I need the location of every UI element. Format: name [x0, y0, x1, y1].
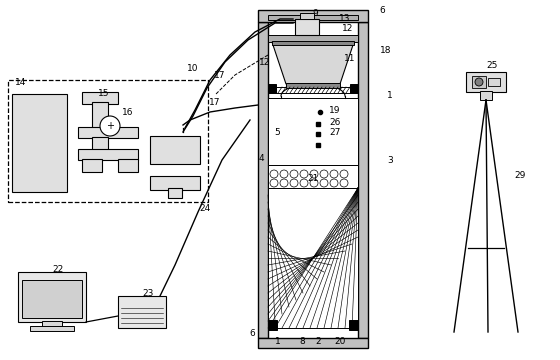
Bar [12, 94, 67, 192]
Text: 2: 2 [315, 337, 321, 346]
Text: 11: 11 [344, 54, 356, 63]
Text: 4: 4 [258, 153, 264, 162]
Text: 10: 10 [187, 63, 199, 72]
Text: 23: 23 [142, 289, 153, 298]
Text: 6: 6 [379, 5, 385, 14]
Circle shape [475, 78, 483, 86]
Circle shape [100, 116, 120, 136]
Bar [258, 338, 368, 348]
Bar [295, 19, 319, 35]
Bar [268, 35, 358, 42]
Bar [350, 84, 358, 93]
Bar [276, 87, 350, 93]
Bar [480, 91, 492, 100]
Bar [150, 136, 200, 164]
Bar [78, 149, 138, 160]
Bar [466, 72, 506, 92]
Polygon shape [272, 42, 354, 84]
Bar [150, 176, 200, 190]
Text: 17: 17 [209, 98, 221, 107]
Bar [42, 321, 62, 327]
Text: 8: 8 [299, 337, 305, 346]
Text: 20: 20 [334, 337, 346, 346]
Text: 29: 29 [514, 171, 526, 180]
Bar [286, 83, 340, 88]
Text: 13: 13 [339, 14, 351, 23]
Text: 6: 6 [249, 328, 255, 338]
Bar [78, 127, 138, 138]
Bar [18, 272, 86, 322]
Text: 19: 19 [329, 105, 340, 114]
Text: 5: 5 [274, 127, 280, 136]
Bar [268, 84, 276, 93]
Bar [82, 92, 118, 104]
Text: 12: 12 [342, 23, 354, 32]
Text: 15: 15 [98, 89, 110, 98]
Bar [92, 137, 108, 150]
Bar [488, 78, 500, 86]
Text: 26: 26 [329, 117, 340, 126]
Bar [268, 188, 358, 328]
Bar [22, 280, 82, 318]
Bar [268, 98, 358, 165]
Bar [92, 102, 108, 128]
Bar [268, 320, 277, 330]
Text: 21: 21 [307, 174, 319, 183]
Bar [8, 80, 208, 202]
Text: 1: 1 [387, 90, 393, 99]
Bar [272, 41, 354, 45]
Text: 9: 9 [312, 9, 318, 18]
Bar [118, 159, 138, 172]
Bar [168, 188, 182, 198]
Bar [358, 22, 368, 338]
Text: 12: 12 [259, 58, 270, 67]
Bar [349, 320, 358, 330]
Text: 25: 25 [486, 60, 498, 69]
Bar [258, 22, 268, 338]
Text: 3: 3 [387, 156, 393, 165]
Bar [258, 10, 368, 22]
Text: 1: 1 [275, 337, 281, 346]
Bar [472, 76, 486, 88]
Text: 27: 27 [329, 127, 340, 136]
Bar [300, 13, 314, 19]
Bar [82, 159, 102, 172]
Bar [118, 296, 166, 328]
Text: 24: 24 [199, 203, 211, 212]
Text: 14: 14 [15, 77, 26, 86]
Bar [268, 165, 358, 188]
Text: 17: 17 [214, 71, 226, 80]
Text: +: + [106, 121, 114, 131]
Text: 16: 16 [122, 108, 134, 117]
Bar [30, 326, 74, 331]
Bar [268, 15, 358, 20]
Text: 22: 22 [53, 266, 64, 275]
Text: 18: 18 [380, 45, 392, 54]
